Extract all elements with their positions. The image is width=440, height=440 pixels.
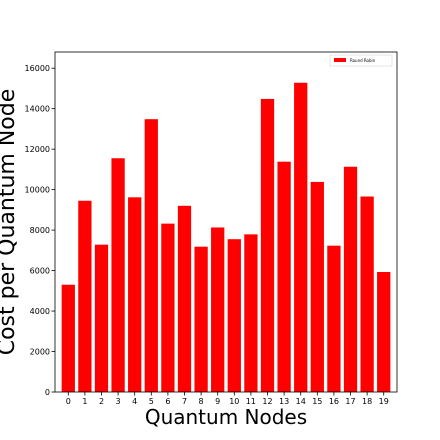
bar-node-17 bbox=[343, 166, 358, 392]
x-tick-label: 15 bbox=[312, 397, 322, 406]
plot-frame bbox=[54, 51, 398, 393]
y-tick-label: 8000 bbox=[30, 226, 50, 235]
bar-node-0 bbox=[61, 284, 75, 392]
bar-node-7 bbox=[177, 205, 192, 392]
bar-node-5 bbox=[144, 119, 158, 392]
legend-swatch bbox=[334, 58, 346, 62]
x-tick-label: 14 bbox=[296, 397, 306, 406]
x-axis-ticks: 0 1 2 3 4 5 6 7 8 9 10 11 12 13 14 15 16 17 18 19 bbox=[66, 392, 389, 406]
y-tick-label: 10000 bbox=[25, 186, 50, 195]
legend: Round Robin bbox=[329, 54, 393, 67]
x-tick-label: 4 bbox=[132, 397, 137, 406]
x-tick-label: 10 bbox=[229, 397, 239, 406]
x-tick-label: 6 bbox=[165, 397, 170, 406]
x-tick-label: 8 bbox=[199, 397, 204, 406]
y-tick-label: 4000 bbox=[30, 307, 50, 316]
x-tick-label: 13 bbox=[279, 397, 289, 406]
bar-node-12 bbox=[260, 98, 275, 392]
y-tick-label: 14000 bbox=[25, 105, 50, 114]
y-tick-label: 16000 bbox=[25, 64, 50, 73]
bar-node-15 bbox=[310, 181, 324, 392]
bar-node-9 bbox=[211, 227, 225, 392]
x-tick-label: 16 bbox=[329, 397, 339, 406]
bar-node-16 bbox=[327, 245, 341, 392]
bar-node-13 bbox=[277, 161, 291, 392]
x-tick-label: 3 bbox=[116, 397, 121, 406]
bar-node-19 bbox=[377, 271, 391, 392]
legend-label: Round Robin bbox=[350, 58, 376, 63]
bar-node-6 bbox=[161, 223, 175, 392]
x-tick-label: 19 bbox=[379, 397, 389, 406]
bar-node-11 bbox=[244, 234, 258, 392]
bars-group bbox=[61, 82, 391, 392]
x-tick-label: 7 bbox=[182, 397, 187, 406]
x-tick-label: 0 bbox=[66, 397, 71, 406]
bar-node-3 bbox=[111, 158, 125, 392]
y-tick-label: 0 bbox=[45, 388, 50, 397]
x-tick-label: 12 bbox=[262, 397, 272, 406]
x-tick-label: 5 bbox=[149, 397, 154, 406]
x-tick-label: 17 bbox=[345, 397, 355, 406]
x-tick-label: 2 bbox=[99, 397, 104, 406]
y-tick-label: 6000 bbox=[30, 267, 50, 276]
y-axis-ticks: 0 2000 4000 6000 8000 10000 12000 14000 16000 bbox=[25, 64, 55, 397]
y-tick-label: 2000 bbox=[30, 348, 50, 357]
bar-node-14 bbox=[294, 82, 308, 392]
x-tick-label: 1 bbox=[82, 397, 87, 406]
y-axis-title: Cost per Quantum Node bbox=[0, 89, 20, 356]
bar-node-18 bbox=[360, 196, 374, 392]
x-tick-label: 11 bbox=[246, 397, 256, 406]
bar-node-8 bbox=[194, 246, 208, 392]
x-tick-label: 18 bbox=[362, 397, 372, 406]
legend-box bbox=[329, 54, 393, 67]
x-tick-label: 9 bbox=[215, 397, 220, 406]
bar-node-2 bbox=[94, 244, 109, 392]
bar-node-1 bbox=[78, 200, 92, 392]
bar-node-4 bbox=[128, 197, 142, 392]
x-axis-title: Quantum Nodes bbox=[145, 405, 307, 429]
y-tick-label: 12000 bbox=[25, 145, 50, 154]
bar-node-10 bbox=[227, 239, 241, 392]
